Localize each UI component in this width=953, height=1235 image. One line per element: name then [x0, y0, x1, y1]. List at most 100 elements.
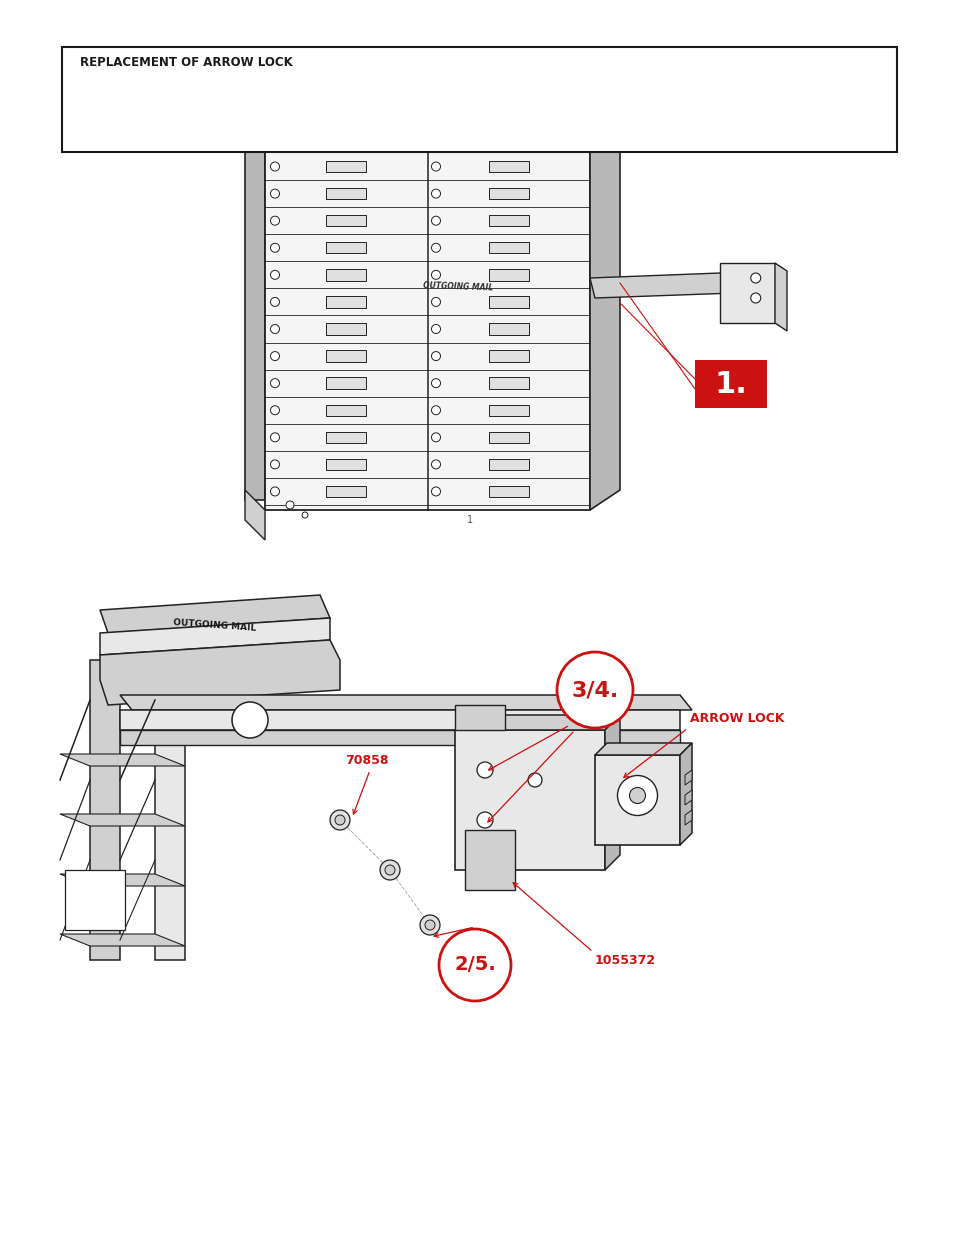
- Circle shape: [431, 379, 440, 388]
- Text: OUTGOING MAIL: OUTGOING MAIL: [422, 282, 493, 293]
- Circle shape: [431, 459, 440, 469]
- Circle shape: [431, 189, 440, 198]
- Polygon shape: [326, 458, 366, 471]
- Polygon shape: [326, 324, 366, 335]
- Circle shape: [271, 243, 279, 252]
- Circle shape: [431, 243, 440, 252]
- Polygon shape: [489, 431, 529, 443]
- Circle shape: [232, 701, 268, 739]
- Polygon shape: [489, 378, 529, 389]
- Text: REPLACEMENT OF ARROW LOCK: REPLACEMENT OF ARROW LOCK: [80, 56, 293, 68]
- Circle shape: [431, 216, 440, 225]
- Polygon shape: [60, 934, 185, 946]
- Polygon shape: [245, 130, 265, 500]
- Polygon shape: [455, 715, 619, 730]
- Circle shape: [527, 773, 541, 787]
- Circle shape: [438, 929, 511, 1002]
- Polygon shape: [489, 351, 529, 362]
- Polygon shape: [100, 618, 330, 655]
- Polygon shape: [489, 458, 529, 471]
- Polygon shape: [489, 242, 529, 253]
- Text: ARROW LOCK: ARROW LOCK: [689, 711, 783, 725]
- Polygon shape: [326, 405, 366, 416]
- Polygon shape: [100, 595, 330, 634]
- Circle shape: [271, 459, 279, 469]
- Circle shape: [271, 216, 279, 225]
- Polygon shape: [120, 710, 679, 730]
- Polygon shape: [589, 128, 619, 510]
- Circle shape: [271, 270, 279, 279]
- Polygon shape: [154, 680, 185, 960]
- Text: OUTGOING MAIL: OUTGOING MAIL: [173, 618, 256, 632]
- Circle shape: [629, 788, 645, 804]
- Circle shape: [431, 487, 440, 496]
- Polygon shape: [604, 715, 619, 869]
- Circle shape: [431, 352, 440, 361]
- Polygon shape: [326, 161, 366, 172]
- Polygon shape: [326, 215, 366, 226]
- Circle shape: [286, 501, 294, 509]
- Polygon shape: [489, 296, 529, 308]
- Text: 1.: 1.: [714, 369, 746, 399]
- Polygon shape: [684, 790, 691, 805]
- Polygon shape: [595, 755, 679, 845]
- Circle shape: [750, 273, 760, 283]
- Polygon shape: [326, 296, 366, 308]
- Circle shape: [302, 513, 308, 517]
- Polygon shape: [774, 263, 786, 331]
- Text: 1: 1: [466, 515, 473, 525]
- Circle shape: [271, 162, 279, 170]
- Polygon shape: [326, 269, 366, 280]
- Circle shape: [271, 432, 279, 442]
- Polygon shape: [100, 640, 339, 705]
- Polygon shape: [326, 431, 366, 443]
- Circle shape: [750, 293, 760, 303]
- Polygon shape: [589, 273, 734, 298]
- Circle shape: [271, 325, 279, 333]
- Polygon shape: [720, 263, 774, 324]
- Polygon shape: [120, 730, 679, 745]
- Polygon shape: [489, 324, 529, 335]
- Circle shape: [431, 162, 440, 170]
- Polygon shape: [326, 188, 366, 199]
- Bar: [62, 47, 896, 152]
- FancyBboxPatch shape: [695, 359, 766, 408]
- Circle shape: [476, 762, 493, 778]
- Polygon shape: [65, 869, 125, 930]
- Polygon shape: [489, 161, 529, 172]
- Circle shape: [431, 270, 440, 279]
- Polygon shape: [684, 769, 691, 785]
- Polygon shape: [265, 148, 589, 510]
- Circle shape: [617, 776, 657, 815]
- Text: 1055372: 1055372: [595, 953, 656, 967]
- Text: 3/4.: 3/4.: [571, 680, 618, 700]
- Polygon shape: [455, 705, 504, 730]
- Circle shape: [419, 915, 439, 935]
- Polygon shape: [489, 269, 529, 280]
- Circle shape: [271, 352, 279, 361]
- Circle shape: [431, 406, 440, 415]
- Polygon shape: [455, 730, 604, 869]
- Circle shape: [330, 810, 350, 830]
- Circle shape: [271, 406, 279, 415]
- Polygon shape: [595, 743, 691, 755]
- Circle shape: [271, 487, 279, 496]
- Circle shape: [379, 860, 399, 881]
- Circle shape: [431, 298, 440, 306]
- Text: 2/5.: 2/5.: [454, 956, 496, 974]
- Polygon shape: [489, 405, 529, 416]
- Polygon shape: [684, 810, 691, 825]
- Polygon shape: [60, 755, 185, 766]
- Circle shape: [557, 652, 633, 727]
- Circle shape: [271, 189, 279, 198]
- Polygon shape: [265, 110, 639, 130]
- Circle shape: [431, 325, 440, 333]
- Polygon shape: [489, 188, 529, 199]
- Polygon shape: [326, 485, 366, 498]
- Polygon shape: [489, 215, 529, 226]
- Polygon shape: [464, 830, 515, 890]
- Polygon shape: [265, 130, 589, 148]
- Polygon shape: [90, 659, 120, 960]
- Circle shape: [431, 432, 440, 442]
- Polygon shape: [489, 485, 529, 498]
